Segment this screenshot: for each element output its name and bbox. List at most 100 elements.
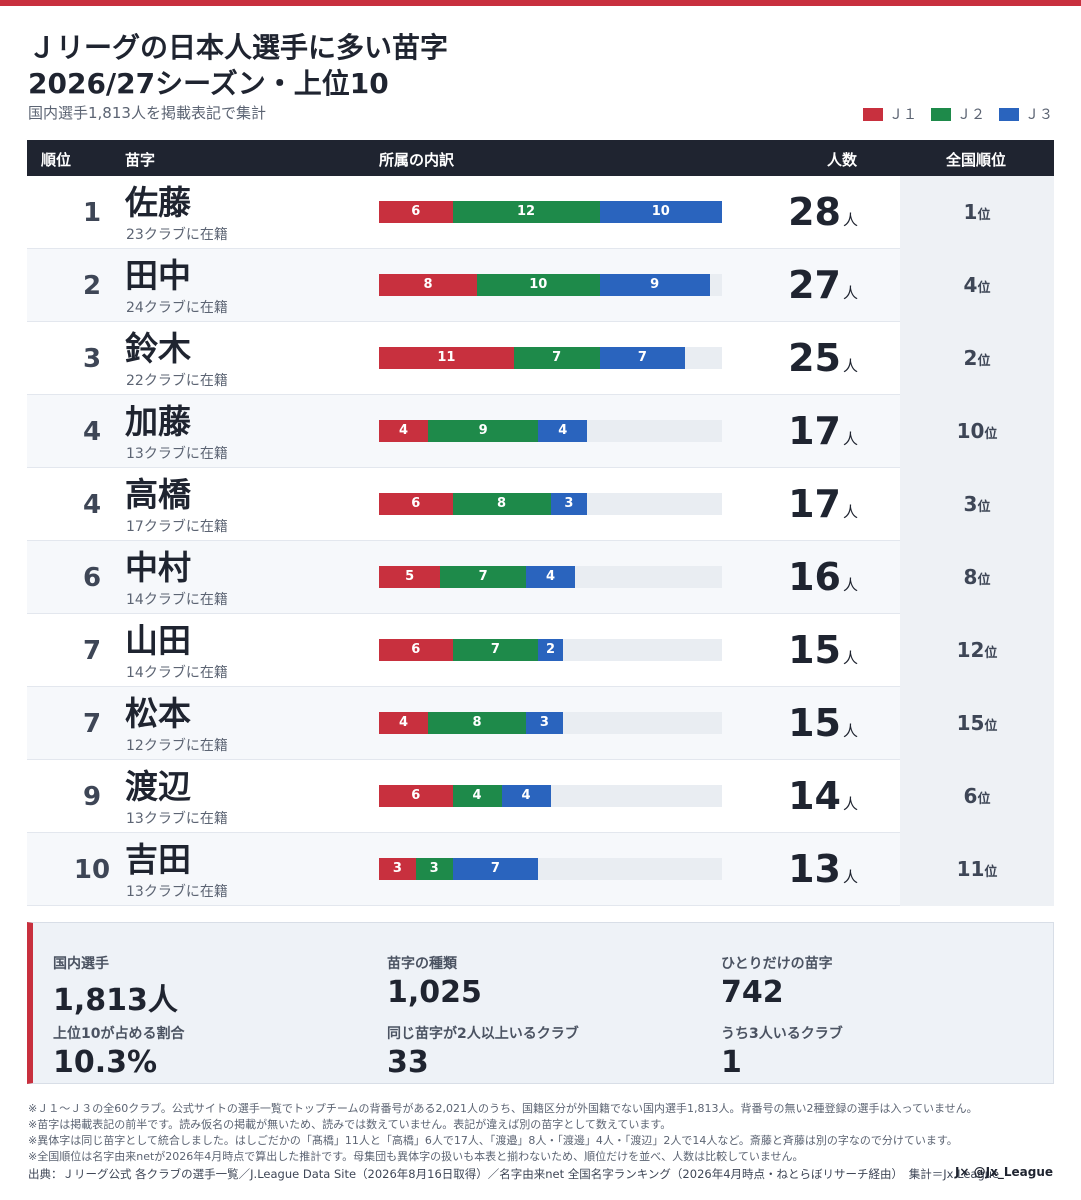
rank-number: 3 xyxy=(82,344,102,374)
national-rank-unit: 位 xyxy=(977,281,991,296)
bar-segment-j1: 3 xyxy=(379,858,416,880)
bar-segment-j2: 8 xyxy=(428,712,526,734)
rank-number: 4 xyxy=(82,490,102,520)
footnote: ※Ｊ１～Ｊ３の全60クラブ。公式サイトの選手一覧でトップチームの背番号がある2,… xyxy=(28,1102,978,1115)
national-rank: 12位 xyxy=(900,638,1054,662)
club-count: 14クラブに在籍 xyxy=(126,592,228,608)
national-rank-cell-bg xyxy=(900,468,1054,541)
national-rank: 8位 xyxy=(900,565,1054,589)
count-unit: 人 xyxy=(843,722,859,740)
national-rank-value: 15 xyxy=(956,711,985,735)
national-rank-cell-bg xyxy=(900,395,1054,468)
rank-number: 4 xyxy=(82,417,102,447)
bar-segment-j1: 8 xyxy=(379,274,477,296)
player-count: 15 xyxy=(788,701,841,745)
player-count: 15 xyxy=(788,628,841,672)
stat-value: 742 xyxy=(721,975,784,1010)
national-rank-value: 4 xyxy=(963,273,978,297)
source-credit: 出典：Ｊリーグ公式 各クラブの選手一覧／J.League Data Site（2… xyxy=(28,1167,1000,1181)
bar-segment-j1: 11 xyxy=(379,347,514,369)
national-rank-unit: 位 xyxy=(977,500,991,515)
national-rank-cell-bg xyxy=(900,687,1054,760)
rank-number: 1 xyxy=(82,198,102,228)
bar-segment-j1: 6 xyxy=(379,493,453,515)
stat-label: ひとりだけの苗字 xyxy=(721,956,833,972)
national-rank: 6位 xyxy=(900,784,1054,808)
stat-label: うち3人いるクラブ xyxy=(721,1026,843,1042)
club-count: 13クラブに在籍 xyxy=(126,884,228,900)
national-rank-unit: 位 xyxy=(977,573,991,588)
surname: 中村 xyxy=(125,548,191,587)
bar-segment-j3: 7 xyxy=(452,858,539,880)
stat-value: 1 xyxy=(721,1045,742,1080)
count-unit: 人 xyxy=(843,211,859,229)
club-count: 24クラブに在籍 xyxy=(126,300,228,316)
national-rank-value: 6 xyxy=(963,784,978,808)
bar-segment-j2: 7 xyxy=(440,566,526,588)
legend-swatch-j1 xyxy=(863,107,883,121)
player-count: 27 xyxy=(788,263,841,307)
column-header-rank: 順位 xyxy=(41,151,72,169)
surname: 松本 xyxy=(125,694,191,733)
national-rank-unit: 位 xyxy=(984,646,998,661)
footnote: ※全国順位は名字由来netが2026年4月時点で算出した推計です。母集団も異体字… xyxy=(28,1150,804,1163)
national-rank-value: 8 xyxy=(963,565,978,589)
table-row: 7 松本 12クラブに在籍 4 8 3 15 人 15位 xyxy=(27,687,1054,760)
table-row: 4 高橋 17クラブに在籍 6 8 3 17 人 3位 xyxy=(27,468,1054,541)
column-header-count: 人数 xyxy=(827,151,858,169)
stat-value: 1,813人 xyxy=(53,983,178,1018)
top-accent-bar xyxy=(0,0,1081,6)
player-count: 16 xyxy=(788,555,841,599)
national-rank-cell-bg xyxy=(900,322,1054,395)
bar-segment-j1: 4 xyxy=(379,420,428,442)
bar-segment-j1: 4 xyxy=(379,712,428,734)
column-header-national: 全国順位 xyxy=(946,151,1007,169)
bar-segment-j3: 3 xyxy=(526,712,563,734)
stat-value: 10.3% xyxy=(53,1045,158,1080)
national-rank-cell-bg xyxy=(900,176,1054,249)
table-row: 10 吉田 13クラブに在籍 3 3 7 13 人 11位 xyxy=(27,833,1054,906)
surname: 佐藤 xyxy=(125,183,191,222)
club-count: 12クラブに在籍 xyxy=(126,738,228,754)
national-rank-unit: 位 xyxy=(984,427,998,442)
national-rank-unit: 位 xyxy=(977,208,991,223)
stat-value: 33 xyxy=(387,1045,429,1080)
stat-top10-share: 上位10が占める割合 10.3% xyxy=(53,1023,184,1080)
title-line-1: Ｊリーグの日本人選手に多い苗字 xyxy=(28,31,449,64)
count-unit: 人 xyxy=(843,795,859,813)
title-line-2: 2026/27シーズン・上位10 xyxy=(28,67,389,100)
bar-segment-j3: 4 xyxy=(526,566,575,588)
bar-track: 8 10 9 xyxy=(379,274,722,296)
national-rank-unit: 位 xyxy=(984,865,998,880)
bar-segment-j3: 4 xyxy=(538,420,588,442)
legend-item-j1: Ｊ１ xyxy=(863,104,917,124)
table-row: 9 渡辺 13クラブに在籍 6 4 4 14 人 6位 xyxy=(27,760,1054,833)
national-rank-value: 11 xyxy=(956,857,985,881)
surname: 山田 xyxy=(125,621,191,660)
bar-track: 11 7 7 xyxy=(379,347,722,369)
table-row: 4 加藤 13クラブに在籍 4 9 4 17 人 10位 xyxy=(27,395,1054,468)
table-row: 7 山田 14クラブに在籍 6 7 2 15 人 12位 xyxy=(27,614,1054,687)
column-header-breakdown: 所属の内訳 xyxy=(379,151,455,169)
bar-segment-j2: 12 xyxy=(452,201,600,223)
table-row: 6 中村 14クラブに在籍 5 7 4 16 人 8位 xyxy=(27,541,1054,614)
national-rank: 2位 xyxy=(900,346,1054,370)
page-title: Ｊリーグの日本人選手に多い苗字 2026/27シーズン・上位10 xyxy=(28,30,448,102)
bar-segment-j1: 6 xyxy=(379,785,453,807)
legend-label-j1: Ｊ１ xyxy=(889,107,917,123)
national-rank-cell-bg xyxy=(900,833,1054,906)
national-rank-cell-bg xyxy=(900,614,1054,687)
count-unit: 人 xyxy=(843,649,859,667)
surname: 吉田 xyxy=(125,840,191,879)
national-rank-value: 2 xyxy=(963,346,978,370)
stat-label: 上位10が占める割合 xyxy=(53,1026,185,1042)
table-row: 1 佐藤 23クラブに在籍 6 12 10 28 人 1位 xyxy=(27,176,1054,249)
player-count: 13 xyxy=(788,847,841,891)
player-count: 25 xyxy=(788,336,841,380)
count-unit: 人 xyxy=(843,503,859,521)
stat-label: 国内選手 xyxy=(53,956,109,972)
